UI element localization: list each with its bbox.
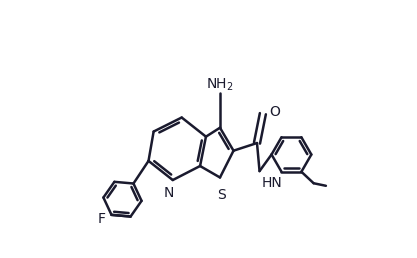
Text: N: N (164, 187, 174, 200)
Text: O: O (269, 106, 280, 119)
Text: HN: HN (262, 176, 283, 190)
Text: NH$_2$: NH$_2$ (206, 77, 234, 93)
Text: S: S (217, 188, 226, 202)
Text: F: F (97, 212, 105, 226)
